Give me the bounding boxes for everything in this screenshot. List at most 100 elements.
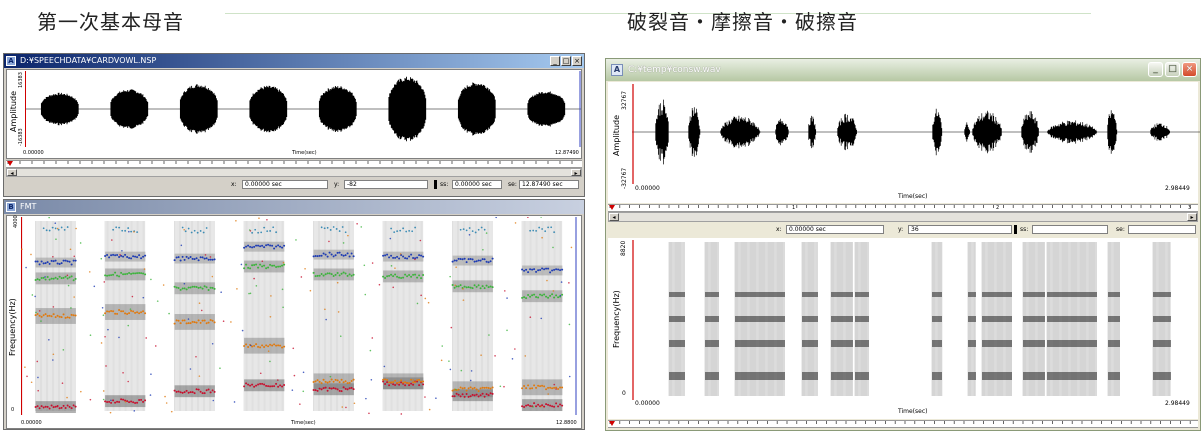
spectrogram-panel[interactable]: Frequency(Hz) 8820 0 0.00000 Time(sec) 2… xyxy=(608,238,1198,419)
formant-point xyxy=(545,403,548,406)
noise-dot xyxy=(259,372,262,375)
noise-dot xyxy=(211,275,214,278)
formant-point xyxy=(58,263,61,266)
formant-point xyxy=(400,277,403,280)
formant-point xyxy=(406,257,409,260)
noise-dot xyxy=(128,230,130,233)
formant-point xyxy=(140,311,143,314)
left-formant-window: B FMT Frequency(Hz) 4000 0 0.00000 Time(… xyxy=(3,199,585,430)
close-button[interactable]: × xyxy=(1182,62,1197,77)
noise-dot xyxy=(420,294,422,297)
formant-point xyxy=(203,319,206,322)
formant-band xyxy=(735,372,785,380)
formant-point xyxy=(122,255,125,258)
noise-dot xyxy=(480,354,482,356)
formant-point xyxy=(251,345,254,348)
formant-band xyxy=(855,292,869,297)
formant-point xyxy=(346,388,349,391)
formant-band xyxy=(802,372,818,380)
formant-point xyxy=(330,378,333,381)
formant-point xyxy=(122,310,125,313)
right-window-titlebar[interactable]: A C:¥temp¥consw.wav _ □ × xyxy=(606,59,1200,81)
formant-band xyxy=(932,372,942,380)
formant-point xyxy=(140,272,143,275)
formant-point xyxy=(269,343,272,346)
maximize-button[interactable]: □ xyxy=(561,56,571,66)
formant-point xyxy=(281,346,284,349)
horizontal-scrollbar[interactable]: ◂ ▸ xyxy=(608,212,1198,222)
x-value-field[interactable]: 0.00000 sec xyxy=(786,225,884,234)
bottom-time-ruler[interactable] xyxy=(608,420,1198,428)
minimize-button[interactable]: _ xyxy=(1148,62,1163,77)
noise-dot xyxy=(30,253,32,256)
noise-dot xyxy=(412,379,415,381)
formant-point xyxy=(544,230,547,233)
formant-point xyxy=(453,286,456,289)
scroll-right-icon[interactable]: ▸ xyxy=(571,169,581,177)
time-ruler[interactable]: 1 2 3 xyxy=(608,204,1198,212)
se-value-field[interactable]: 12.87490 sec xyxy=(519,180,579,189)
waveform-panel[interactable]: Amplitude 32767 -32767 0.00000 Time(sec)… xyxy=(608,82,1200,203)
formant-point xyxy=(457,285,460,288)
ss-value-field[interactable] xyxy=(1032,225,1108,234)
formant-point xyxy=(485,284,488,287)
formant-point xyxy=(207,321,210,324)
formant-point xyxy=(479,287,482,290)
ss-value-field[interactable]: 0.00000 sec xyxy=(452,180,502,189)
consonant-burst xyxy=(1021,111,1039,153)
formant-point xyxy=(106,274,109,277)
formant-point xyxy=(253,385,256,388)
se-value-field[interactable] xyxy=(1128,225,1196,234)
noise-dot xyxy=(240,263,243,266)
formant-point xyxy=(181,287,184,290)
maximize-button[interactable]: □ xyxy=(1165,62,1180,77)
formant-point xyxy=(467,395,470,398)
formant-point xyxy=(64,316,67,319)
spectral-band xyxy=(243,221,285,411)
horizontal-scrollbar[interactable]: ◂ ▸ xyxy=(6,168,582,177)
formant-point xyxy=(390,254,393,257)
formant-point xyxy=(533,402,536,405)
x-value-field[interactable]: 0.00000 sec xyxy=(242,180,328,189)
time-start-label: 0.00000 xyxy=(635,400,660,407)
y-value-field[interactable]: 36 xyxy=(908,225,1012,234)
formant-point xyxy=(553,386,556,389)
y-value-field[interactable]: -82 xyxy=(344,180,428,189)
formant-point xyxy=(140,398,143,401)
formant-point xyxy=(533,268,536,271)
formant-point xyxy=(72,279,75,282)
noise-dot xyxy=(304,267,306,270)
formant-point xyxy=(70,313,73,316)
formant-point xyxy=(386,253,389,256)
noise-dot xyxy=(414,258,416,261)
time-ruler[interactable] xyxy=(6,160,582,168)
close-button[interactable]: × xyxy=(572,56,582,66)
window-icon[interactable]: B xyxy=(6,202,16,212)
formant-point xyxy=(247,346,250,349)
formant-point xyxy=(50,315,53,318)
formant-band xyxy=(1153,340,1171,347)
scroll-left-icon[interactable]: ◂ xyxy=(609,213,619,221)
formant-point xyxy=(275,245,278,248)
formant-point xyxy=(485,260,488,263)
scroll-left-icon[interactable]: ◂ xyxy=(7,169,17,177)
formant-point xyxy=(489,387,492,390)
window-icon[interactable]: A xyxy=(611,64,623,76)
window-icon[interactable]: A xyxy=(6,56,16,66)
formant-point xyxy=(253,245,256,248)
formant-point xyxy=(330,387,333,390)
scroll-right-icon[interactable]: ▸ xyxy=(1187,213,1197,221)
formant-point xyxy=(132,401,135,404)
formant-point xyxy=(529,229,532,232)
formant-point xyxy=(205,227,208,229)
formant-point xyxy=(547,403,550,406)
selection-marker xyxy=(1014,225,1017,234)
waveform-panel[interactable]: Amplitude 16383 -16383 0.00000 Time(sec)… xyxy=(6,69,582,159)
formant-point xyxy=(459,284,462,287)
formant-panel[interactable]: Frequency(Hz) 4000 0 0.00000 Time(sec) 1… xyxy=(6,215,582,429)
minimize-button[interactable]: _ xyxy=(550,56,560,66)
formant-point xyxy=(46,314,49,317)
formant-window-titlebar[interactable]: B FMT xyxy=(4,200,584,214)
left-window-titlebar[interactable]: A D:¥SPEECHDATA¥CARDVOWL.NSP _ □ × xyxy=(4,54,584,68)
formant-point xyxy=(251,231,254,234)
